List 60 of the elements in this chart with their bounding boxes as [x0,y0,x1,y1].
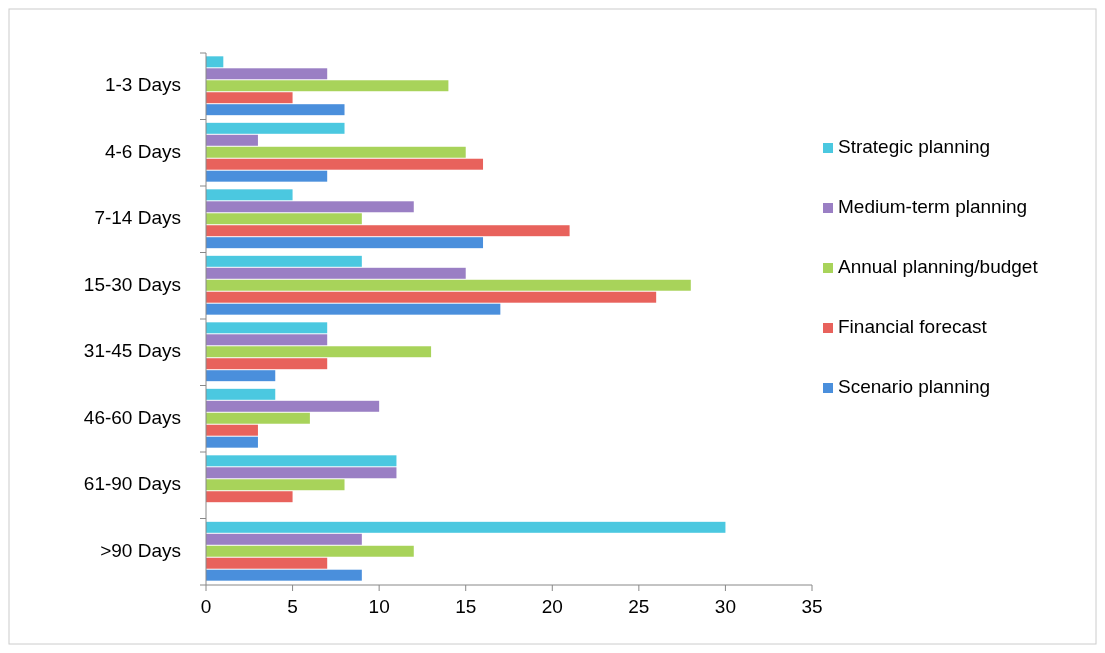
bar [206,491,293,503]
y-tick-label: 1-3 Days [104,74,181,96]
y-tick-label: >90 Days [100,539,181,561]
x-tick-label: 15 [455,596,477,617]
bar [206,334,328,346]
bar [206,569,362,581]
bar [206,557,328,569]
bar [206,479,345,491]
y-tick-label: 31-45 Days [83,340,181,362]
bar [206,56,224,68]
bar [206,170,328,182]
bar [206,213,362,225]
bar [206,279,691,291]
bar [206,436,258,448]
bar [206,225,570,237]
bar [206,533,362,545]
bar [206,521,726,533]
x-tick-label: 35 [801,596,823,617]
x-tick-label: 5 [287,596,298,617]
bar [206,189,293,201]
bar [206,104,345,116]
bar [206,267,466,279]
bar [206,146,466,158]
legend-label: Scenario planning [838,376,991,398]
legend-label: Strategic planning [838,136,991,158]
x-tick-label: 10 [368,596,390,617]
bar [206,358,328,370]
bar [206,467,397,479]
x-tick-label: 20 [541,596,563,617]
bar [206,201,414,213]
bar [206,68,328,80]
bar [206,255,362,267]
bar [206,346,432,358]
bar [206,424,258,436]
bar [206,400,380,412]
y-tick-label: 4-6 Days [104,140,181,162]
bar [206,122,345,134]
bar [206,545,414,557]
bar [206,92,293,104]
bar [206,322,328,334]
y-tick-label: 7-14 Days [94,207,181,229]
bar [206,158,484,170]
legend-label: Financial forecast [838,316,988,338]
legend-label: Annual planning/budget [838,256,1039,278]
x-tick-label: 0 [200,596,212,617]
y-tick-label: 61-90 Days [83,473,181,495]
bar [206,412,310,424]
legend-label: Medium-term planning [838,196,1028,218]
y-tick-label: 46-60 Days [83,406,181,428]
bar [206,291,657,303]
bar [206,80,449,92]
y-tick-label: 15-30 Days [83,273,181,295]
bar [206,134,258,146]
bar [206,303,501,315]
x-tick-label: 25 [628,596,650,617]
bar [206,370,276,382]
x-tick-label: 30 [714,596,736,617]
bar [206,237,484,249]
bar [206,388,276,400]
bar [206,455,397,467]
